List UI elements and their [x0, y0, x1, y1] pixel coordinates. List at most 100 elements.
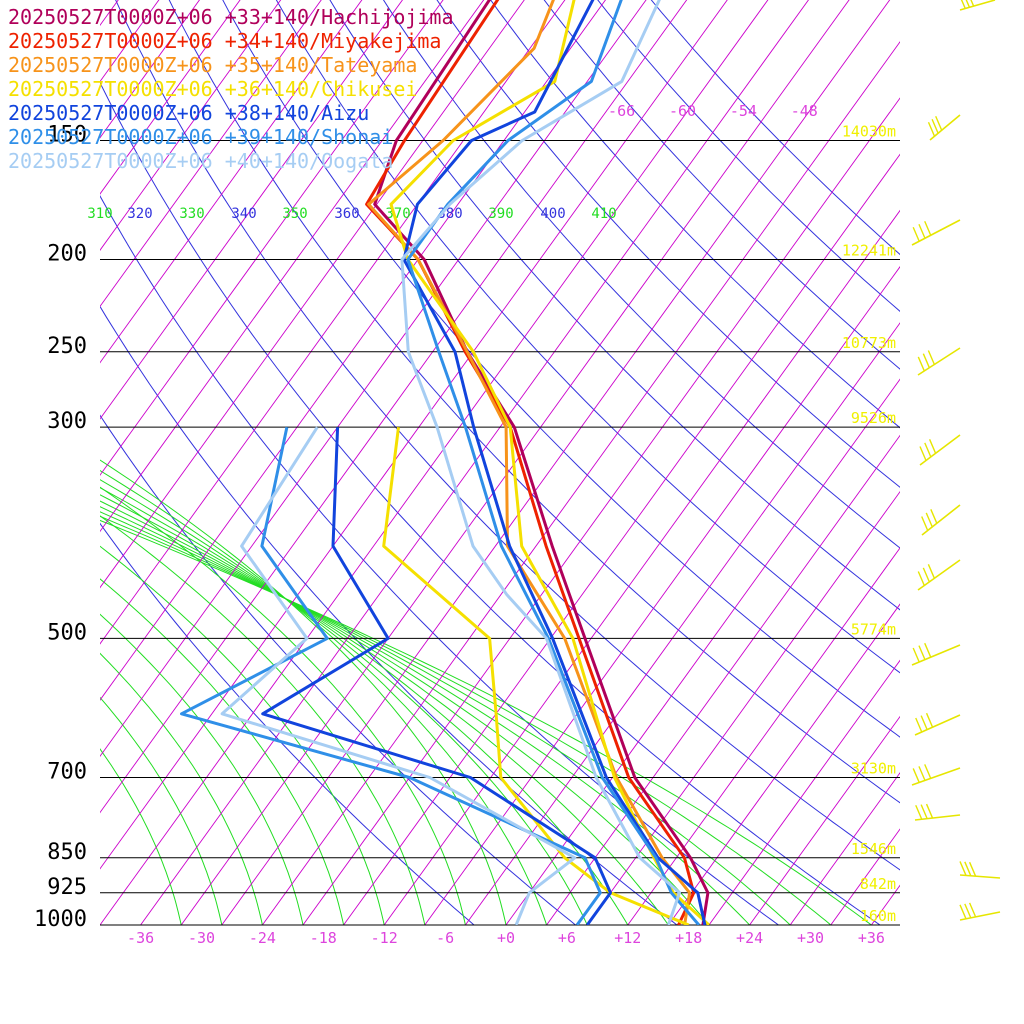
- temperature-tick-label: +30: [797, 929, 824, 947]
- theta-e-curve: [100, 494, 670, 925]
- isotherm-line: [546, 434, 900, 925]
- height-label: 9526m: [851, 409, 896, 427]
- theta-label: 350: [282, 206, 307, 222]
- upper-temperature-label: -60: [669, 102, 696, 120]
- wind-barb-flag: [920, 804, 928, 819]
- wind-barb: [911, 767, 961, 786]
- wind-barb: [959, 911, 1001, 921]
- temperature-profile: [400, 0, 681, 925]
- wind-barb-flag: [919, 446, 927, 461]
- wind-barb-flag: [964, 903, 972, 919]
- legend-entry: 20250527T0000Z+06 +39+140/Shonai: [8, 125, 393, 149]
- pressure-axis: 1001502002503005007008509251000: [34, 123, 87, 932]
- theta-e-curve: [100, 696, 223, 925]
- pressure-label: 250: [47, 334, 87, 359]
- temperature-profile: [367, 0, 692, 925]
- isotherm-line: [383, 209, 900, 925]
- isotherm-line: [100, 0, 282, 251]
- theta-label: 330: [179, 206, 204, 222]
- wind-barb-flag: [917, 356, 925, 372]
- theta-e-curve: [100, 515, 832, 925]
- pressure-label: 300: [47, 409, 87, 434]
- wind-barb-flag: [959, 861, 967, 876]
- theta-curve: [275, 0, 900, 674]
- wind-barb-flag: [917, 571, 925, 586]
- wind-barb: [914, 814, 961, 821]
- theta-e-curve: [100, 486, 466, 925]
- isotherm-line: [100, 0, 403, 420]
- height-label: 842m: [860, 875, 896, 893]
- wind-barb-flag: [918, 766, 926, 781]
- isotherm-line: [100, 0, 688, 814]
- wind-barb-flag: [912, 226, 920, 242]
- theta-e-curve: [100, 545, 385, 925]
- legend-entry: 20250527T0000Z+06 +34+140/Miyakejima: [8, 29, 441, 53]
- temperature-profile: [406, 0, 701, 925]
- isotherm-line: [100, 0, 566, 645]
- temperature-tick-label: -30: [188, 929, 215, 947]
- wind-barb-flag: [912, 647, 920, 663]
- temperature-tick-label: +24: [736, 929, 763, 947]
- wind-barb-flag: [921, 516, 929, 531]
- dewpoint-profile: [382, 427, 690, 925]
- theta-e-curve: [100, 487, 629, 925]
- temperature-tick-label: -12: [371, 929, 398, 947]
- wind-barb-flag: [924, 220, 932, 236]
- wind-barb-flag: [915, 804, 923, 820]
- isotherm-line: [100, 0, 444, 476]
- wind-barb-flag: [964, 861, 972, 877]
- wind-barb-flag: [925, 712, 934, 728]
- wind-barb-flag: [970, 0, 975, 7]
- theta-curve: [100, 305, 678, 925]
- temperature-tick-label: +18: [675, 929, 702, 947]
- isotherm-line: [830, 828, 900, 925]
- theta-e-curve: [100, 459, 507, 925]
- wind-barb-flag: [925, 512, 933, 528]
- pressure-label: 700: [47, 760, 87, 785]
- height-label: 14030m: [842, 123, 896, 141]
- temperature-profile: [402, 0, 707, 925]
- isotherm-line: [627, 547, 900, 925]
- wind-barb-flag: [935, 115, 943, 131]
- theta-e-curve: [100, 479, 588, 925]
- legend-entry: 20250527T0000Z+06 +35+140/Tateyama: [8, 53, 417, 77]
- isotherm-line: [100, 0, 322, 308]
- height-label: 160m: [860, 907, 896, 925]
- height-label: 3130m: [851, 760, 896, 778]
- wind-barb: [917, 347, 961, 376]
- isotherm-line: [464, 322, 900, 925]
- wind-barb-flag: [924, 764, 932, 779]
- wind-barb-flag: [922, 567, 930, 583]
- wind-barb-flag: [960, 0, 966, 9]
- theta-label: 360: [334, 206, 359, 222]
- upper-temperature-labels: -66 -60 -54 -48: [608, 102, 818, 120]
- isotherm-line: [100, 0, 525, 589]
- isotherm-line: [505, 378, 900, 925]
- wind-barb-flag: [965, 0, 971, 8]
- dewpoint-profile: [180, 426, 602, 925]
- wind-barb-flag: [930, 509, 938, 524]
- isotherm-line: [221, 0, 891, 925]
- isotherm-line: [180, 0, 850, 925]
- pressure-label: 925: [47, 875, 87, 900]
- temperature-tick-label: +36: [858, 929, 885, 947]
- theta-curve: [222, 0, 900, 738]
- sounding-profiles: [180, 0, 711, 925]
- temperature-tick-label: -6: [436, 929, 454, 947]
- isotherm-line: [302, 97, 900, 925]
- isotherm-line: [100, 0, 200, 139]
- wind-barb-flag: [927, 350, 936, 365]
- dewpoint-profile: [261, 427, 612, 925]
- wind-barb-flag: [922, 353, 930, 368]
- temperature-tick-label: +6: [558, 929, 576, 947]
- theta-e-curve: [100, 519, 873, 925]
- theta-e-curve: [100, 613, 304, 925]
- height-label: 10773m: [842, 334, 896, 352]
- wind-barb: [919, 434, 961, 466]
- isotherm-line: [789, 772, 900, 925]
- theta-curve: [490, 0, 900, 429]
- theta-e-curve: [100, 515, 426, 925]
- legend-entry: 20250527T0000Z+06 +36+140/Chikusei: [8, 77, 417, 101]
- wind-barb-flag: [924, 642, 932, 658]
